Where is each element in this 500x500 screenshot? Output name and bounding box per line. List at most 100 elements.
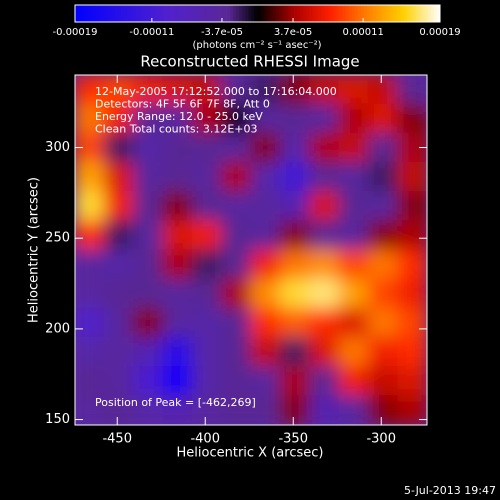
colorbar-swatch — [385, 5, 389, 22]
colorbar-swatch — [333, 5, 338, 22]
colorbar-swatch — [373, 5, 377, 22]
colorbar-swatch — [342, 5, 347, 22]
colorbar-swatch — [187, 5, 192, 22]
colorbar-swatch — [297, 5, 301, 22]
footer-date: 5-Jul-2013 19:47 — [404, 484, 496, 497]
image-cell — [162, 249, 193, 280]
colorbar-swatch — [178, 5, 182, 22]
image-cell — [250, 336, 281, 368]
colorbar-swatch — [409, 5, 414, 22]
image-cell — [397, 249, 427, 280]
image-cell — [250, 307, 281, 338]
colorbar-swatch — [245, 5, 249, 22]
colorbar-swatch — [224, 5, 228, 22]
image-cell — [75, 161, 105, 193]
peak-label: Position of Peak = [-462,269] — [95, 396, 256, 409]
x-axis-label: Heliocentric X (arcsec) — [177, 446, 324, 461]
image-cell — [162, 132, 193, 163]
image-cell — [279, 220, 311, 251]
colorbar-swatch — [290, 5, 295, 22]
image-cell — [103, 336, 135, 368]
image-cell — [338, 336, 369, 368]
image-cell — [279, 249, 311, 280]
image-cell — [367, 132, 399, 163]
colorbar-swatch — [327, 5, 331, 22]
image-cell — [133, 307, 164, 338]
x-tick-label: -450 — [102, 432, 132, 447]
annotation-line: Clean Total counts: 3.12E+03 — [95, 123, 258, 136]
colorbar-swatch — [230, 5, 234, 22]
image-cell — [162, 336, 193, 368]
colorbar-swatch — [360, 5, 365, 22]
image-cell — [162, 307, 193, 338]
image-cell — [250, 103, 281, 134]
image-cell — [75, 220, 105, 251]
image-cell — [250, 75, 281, 105]
colorbar: -0.00019 -0.00011 -3.7e-05 3.7e-05 0.00011 0.… — [53, 4, 461, 38]
image-cell — [221, 395, 252, 425]
image-cell — [367, 278, 399, 309]
annotations: 12-May-2005 17:12:52.000 to 17:16:04.000… — [95, 85, 337, 136]
x-tick-label: -400 — [190, 432, 220, 447]
image-cell — [309, 103, 340, 134]
image-cell — [338, 191, 369, 222]
image-cell — [367, 75, 399, 105]
plot-area — [75, 75, 427, 425]
image-cell — [103, 161, 135, 193]
colorbar-swatch — [239, 5, 243, 22]
image-cell — [103, 307, 135, 338]
image-cell — [250, 132, 281, 163]
image-cell — [133, 75, 164, 105]
chart-title: Reconstructed RHESSI Image — [140, 53, 359, 71]
image-cell — [191, 366, 223, 397]
colorbar-swatch — [129, 5, 134, 22]
colorbar-swatch — [123, 5, 128, 22]
colorbar-swatch — [287, 5, 292, 22]
image-cell — [103, 395, 135, 425]
colorbar-swatch — [236, 5, 240, 22]
image-cell — [279, 366, 311, 397]
image-cell — [75, 336, 105, 368]
image-cell — [367, 366, 399, 397]
y-tick-label: 300 — [45, 140, 70, 155]
image-cell — [162, 103, 193, 134]
colorbar-swatch — [345, 5, 350, 22]
image-cell — [279, 191, 311, 222]
colorbar-swatch — [135, 5, 140, 22]
x-tick-label: -300 — [366, 432, 396, 447]
colorbar-swatch — [166, 5, 170, 22]
image-cell — [250, 220, 281, 251]
image-cell — [133, 103, 164, 134]
image-cell — [221, 220, 252, 251]
colorbar-swatch — [348, 5, 353, 22]
image-cell — [397, 75, 427, 105]
colorbar-swatch — [278, 5, 283, 22]
colorbar-swatch — [181, 5, 185, 22]
image-cell — [338, 161, 369, 193]
colorbar-swatch — [242, 5, 246, 22]
image-cell — [250, 278, 281, 309]
image-cell — [191, 220, 223, 251]
colorbar-tick-label: 0.00011 — [342, 27, 383, 38]
colorbar-swatch — [367, 5, 371, 22]
image-cell — [162, 220, 193, 251]
colorbar-swatch — [163, 5, 167, 22]
colorbar-swatch — [436, 5, 441, 22]
image-cell — [75, 191, 105, 222]
image-cell — [191, 307, 223, 338]
plot-frame — [74, 74, 428, 426]
colorbar-swatch — [400, 5, 404, 22]
image-cell — [309, 307, 340, 338]
colorbar-swatch — [148, 5, 152, 22]
colorbar-swatch — [412, 5, 417, 22]
image-cell — [162, 191, 193, 222]
colorbar-swatch — [376, 5, 380, 22]
image-cell — [309, 278, 340, 309]
colorbar-swatch — [336, 5, 341, 22]
image-cell — [133, 191, 164, 222]
y-tick-label: 200 — [45, 321, 70, 336]
colorbar-swatch — [138, 5, 143, 22]
colorbar-swatch — [418, 5, 423, 22]
colorbar-swatch — [394, 5, 398, 22]
